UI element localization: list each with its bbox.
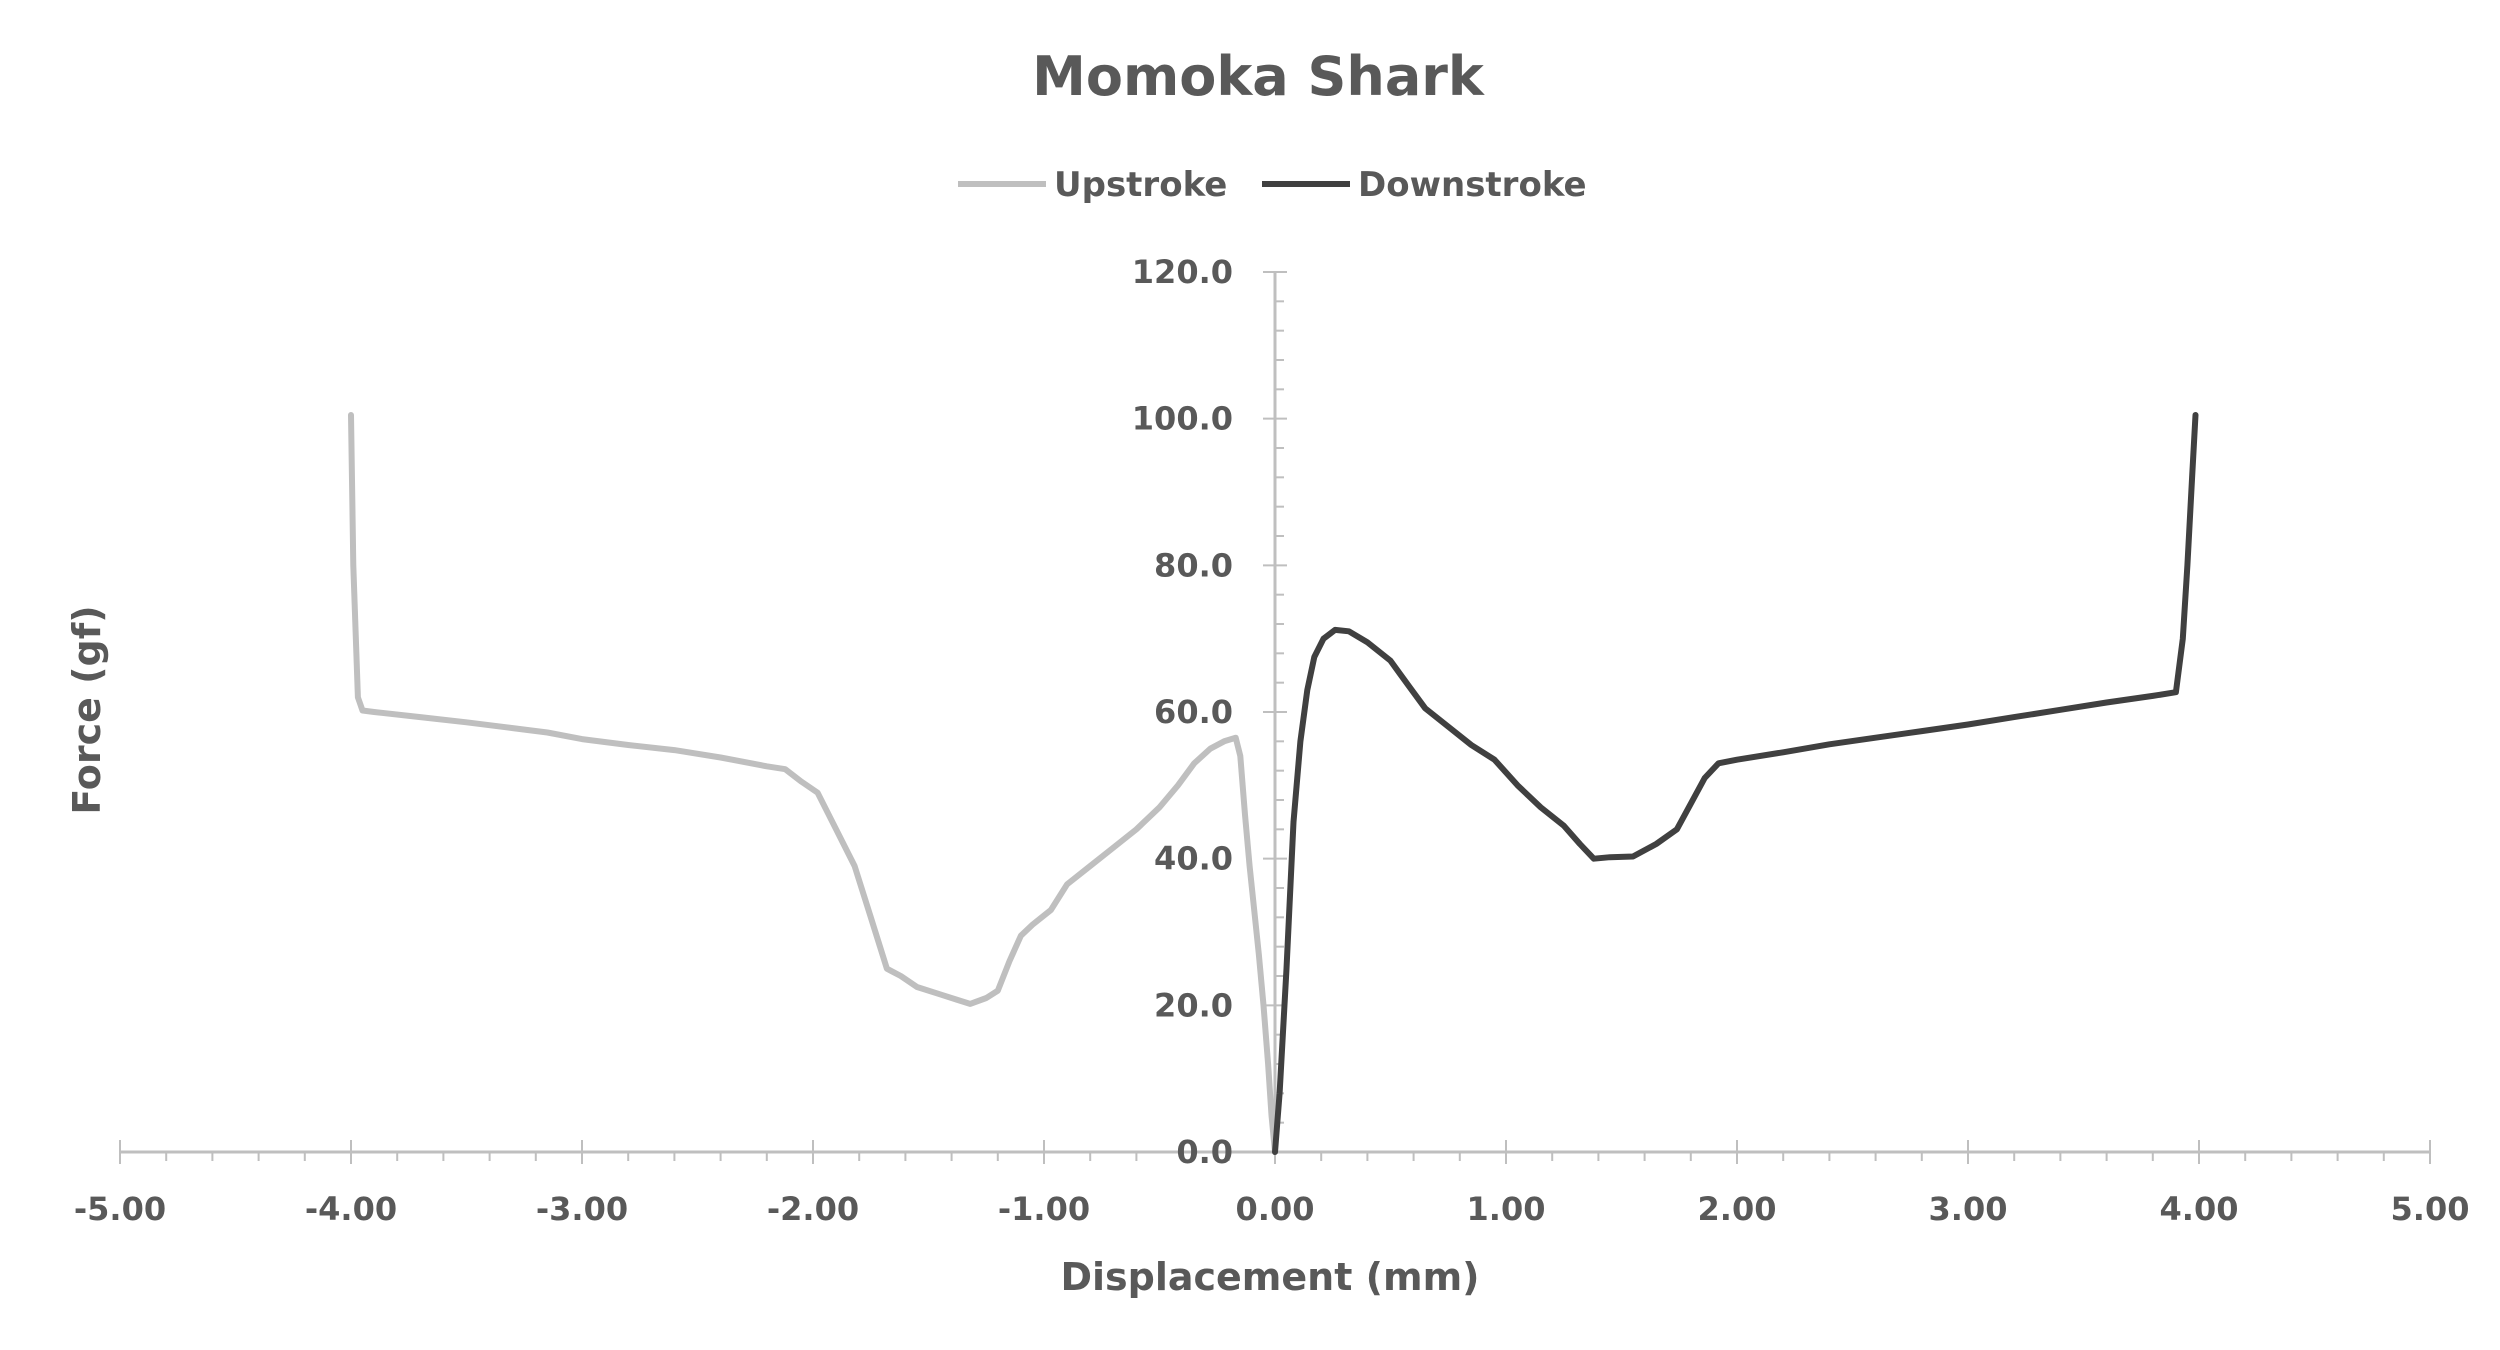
y-tick-label: 80.0 [1154,546,1233,584]
x-tick-label: -2.00 [767,1190,859,1228]
x-tick-label: -4.00 [305,1190,397,1228]
series-line-downstroke [1272,412,2199,1155]
y-axis-title: Force (gf) [65,605,109,814]
x-tick-label: 5.00 [2391,1190,2470,1228]
x-tick-label: 3.00 [1929,1190,2008,1228]
x-tick-labels: -5.00 -4.00 -3.00 -2.00 -1.00 0.00 1.00 2.00 3.0… [74,1190,2470,1228]
legend-label-upstroke: Upstroke [1054,165,1227,205]
y-tick-label: 100.0 [1132,400,1233,438]
x-tick-label: 4.00 [2160,1190,2239,1228]
series-layer [348,412,2199,1155]
y-tick-label: 120.0 [1132,253,1233,291]
y-tick-label: 0.0 [1176,1133,1233,1171]
y-tick-label: 40.0 [1154,840,1233,878]
y-tick-label: 20.0 [1154,986,1233,1024]
x-axis-title: Displacement (mm) [1060,1255,1479,1299]
x-tick-label: -1.00 [998,1190,1090,1228]
x-tick-label: 1.00 [1467,1190,1546,1228]
x-tick-label: 0.00 [1236,1190,1315,1228]
x-tick-label: -5.00 [74,1190,166,1228]
chart-title: Momoka Shark [1032,45,1485,108]
x-tick-label: -3.00 [536,1190,628,1228]
y-tick-label: 60.0 [1154,693,1233,731]
y-tick-labels: 0.0 20.0 40.0 60.0 80.0 100.0 120.0 [1132,253,1233,1171]
x-tick-label: 2.00 [1698,1190,1777,1228]
axes [119,271,2431,1164]
legend-label-downstroke: Downstroke [1358,165,1587,205]
legend: Upstroke Downstroke [958,165,1587,205]
series-line-upstroke [348,412,1278,1155]
